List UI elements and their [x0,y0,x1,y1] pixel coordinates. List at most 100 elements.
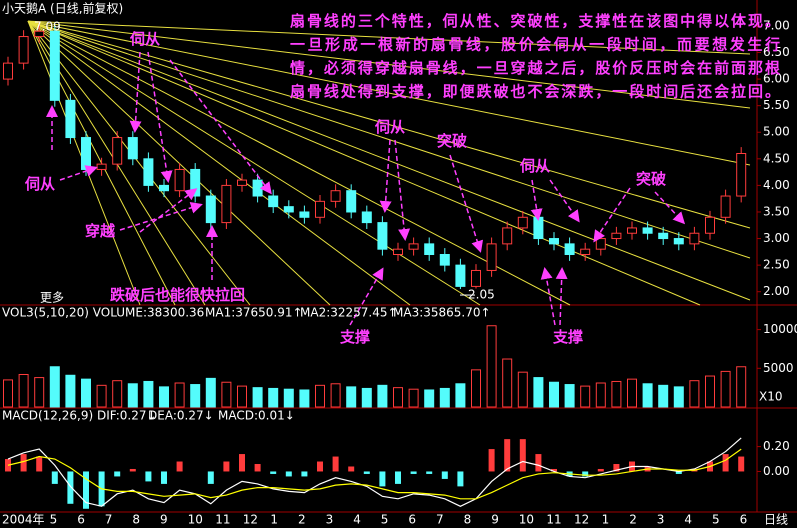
volume-title: VOL3(5,10,20) VOLUME:38300.36 [2,306,204,320]
volume-bar [174,382,185,408]
macd-legend: MACD:0.01↓ [218,409,295,423]
macd-bar [363,471,370,474]
volume-bar [159,386,169,408]
candle-body [439,254,450,266]
macd-bar [551,468,557,472]
fan-line [27,20,751,109]
candle-body [408,243,419,250]
volume-bar [517,371,528,408]
y-tick-label: 2.00 [763,284,790,298]
candle-body [486,243,497,271]
note-line: 扇骨线处得到支撑，即便跌破也不会深跌，一段时间后还会拉回。 [290,83,780,101]
volume-bar [283,388,294,408]
annotation-arrow [147,51,173,183]
volume-bar [143,380,154,408]
macd-bar [582,471,589,477]
volume-legend: MA3:35865.70↑ [393,306,491,320]
fan-line [27,20,701,306]
macd-line [7,437,742,507]
candle-body [315,200,325,218]
candle-body [611,232,622,240]
annotation: 伺从 [129,30,160,48]
candle-body [112,137,123,165]
volume-bar [268,387,279,408]
date-label: 5 [50,513,58,527]
date-label: 2 [298,513,306,527]
candle-body [595,238,606,250]
macd-bar [675,471,682,474]
date-label: 2004年 [2,513,45,527]
date-label: 12 [574,513,589,527]
annotation: 支撑 [339,328,370,346]
macd-bar [426,471,433,474]
volume-bar [3,379,13,408]
annotation-arrow [59,165,98,181]
low-label: 2.05 [468,288,495,302]
candle-body [34,30,45,38]
fan-line [27,20,751,259]
macd-bar [535,454,542,472]
y-tick-label: 7.00 [763,18,790,32]
candle-body [268,195,279,208]
y-tick-label: 5000 [763,361,794,375]
candle-body [673,238,684,245]
volume-bar [65,374,76,408]
volume-bar [611,380,622,408]
volume-bar [393,387,403,408]
candle-body [393,248,403,255]
y-tick-label: 4.50 [763,151,790,165]
date-label: 6 [77,513,85,527]
macd-title: MACD(12,26,9) DIF:0.27↓ [2,409,157,423]
macd-bar [114,471,121,477]
macd-bar [176,461,183,472]
annotation-arrow [540,267,556,326]
volume-bar [580,385,591,408]
volume-bar [549,381,559,408]
volume-bar [237,385,247,408]
date-label: 5 [712,513,720,527]
macd-bar [504,439,511,472]
candle-body [3,62,13,80]
fan-line [27,20,481,306]
volume-bar [315,384,325,408]
volume-bar [81,378,91,408]
candle-body [65,99,76,139]
macd-bar [161,471,167,484]
date-label: 8 [132,513,140,527]
volume-bar [190,384,201,408]
candle-body [689,232,700,245]
volume-bar [627,378,637,408]
candle-body [174,168,185,192]
y-tick-label: 3.50 [763,204,790,218]
candle-body [377,222,388,250]
candle-body [627,227,637,234]
date-label: 2 [629,513,637,527]
fan-line [27,20,331,306]
macd-bar [207,471,214,484]
candle-body [580,248,591,255]
candle-body [502,227,513,245]
macd-bar [129,468,136,472]
volume-bar [705,375,715,408]
y-tick-label: 0.20 [763,439,790,453]
macd-bar [254,464,261,472]
macd-bar [332,456,339,472]
volume-scale: X10 [759,390,783,404]
macd-bar [145,471,152,482]
volume-bar [486,325,497,408]
volume-bar [127,383,138,408]
note-line: 情，必须得穿越扇骨线，一旦穿越之后，股价反压时会在前面那根 [290,59,780,77]
volume-bar [330,383,341,408]
volume-bar [720,370,731,408]
macd-bar [301,471,308,477]
date-label: 5 [381,513,389,527]
date-label: 6 [740,513,748,527]
date-label: 4 [353,513,361,527]
candle-body [205,195,216,224]
candle-body [159,184,169,192]
y-tick-label: 6.00 [763,72,790,86]
macd-bar [36,456,43,472]
candle-body [299,211,310,218]
volume-bar [424,389,435,408]
annotation: 突破 [636,170,666,188]
